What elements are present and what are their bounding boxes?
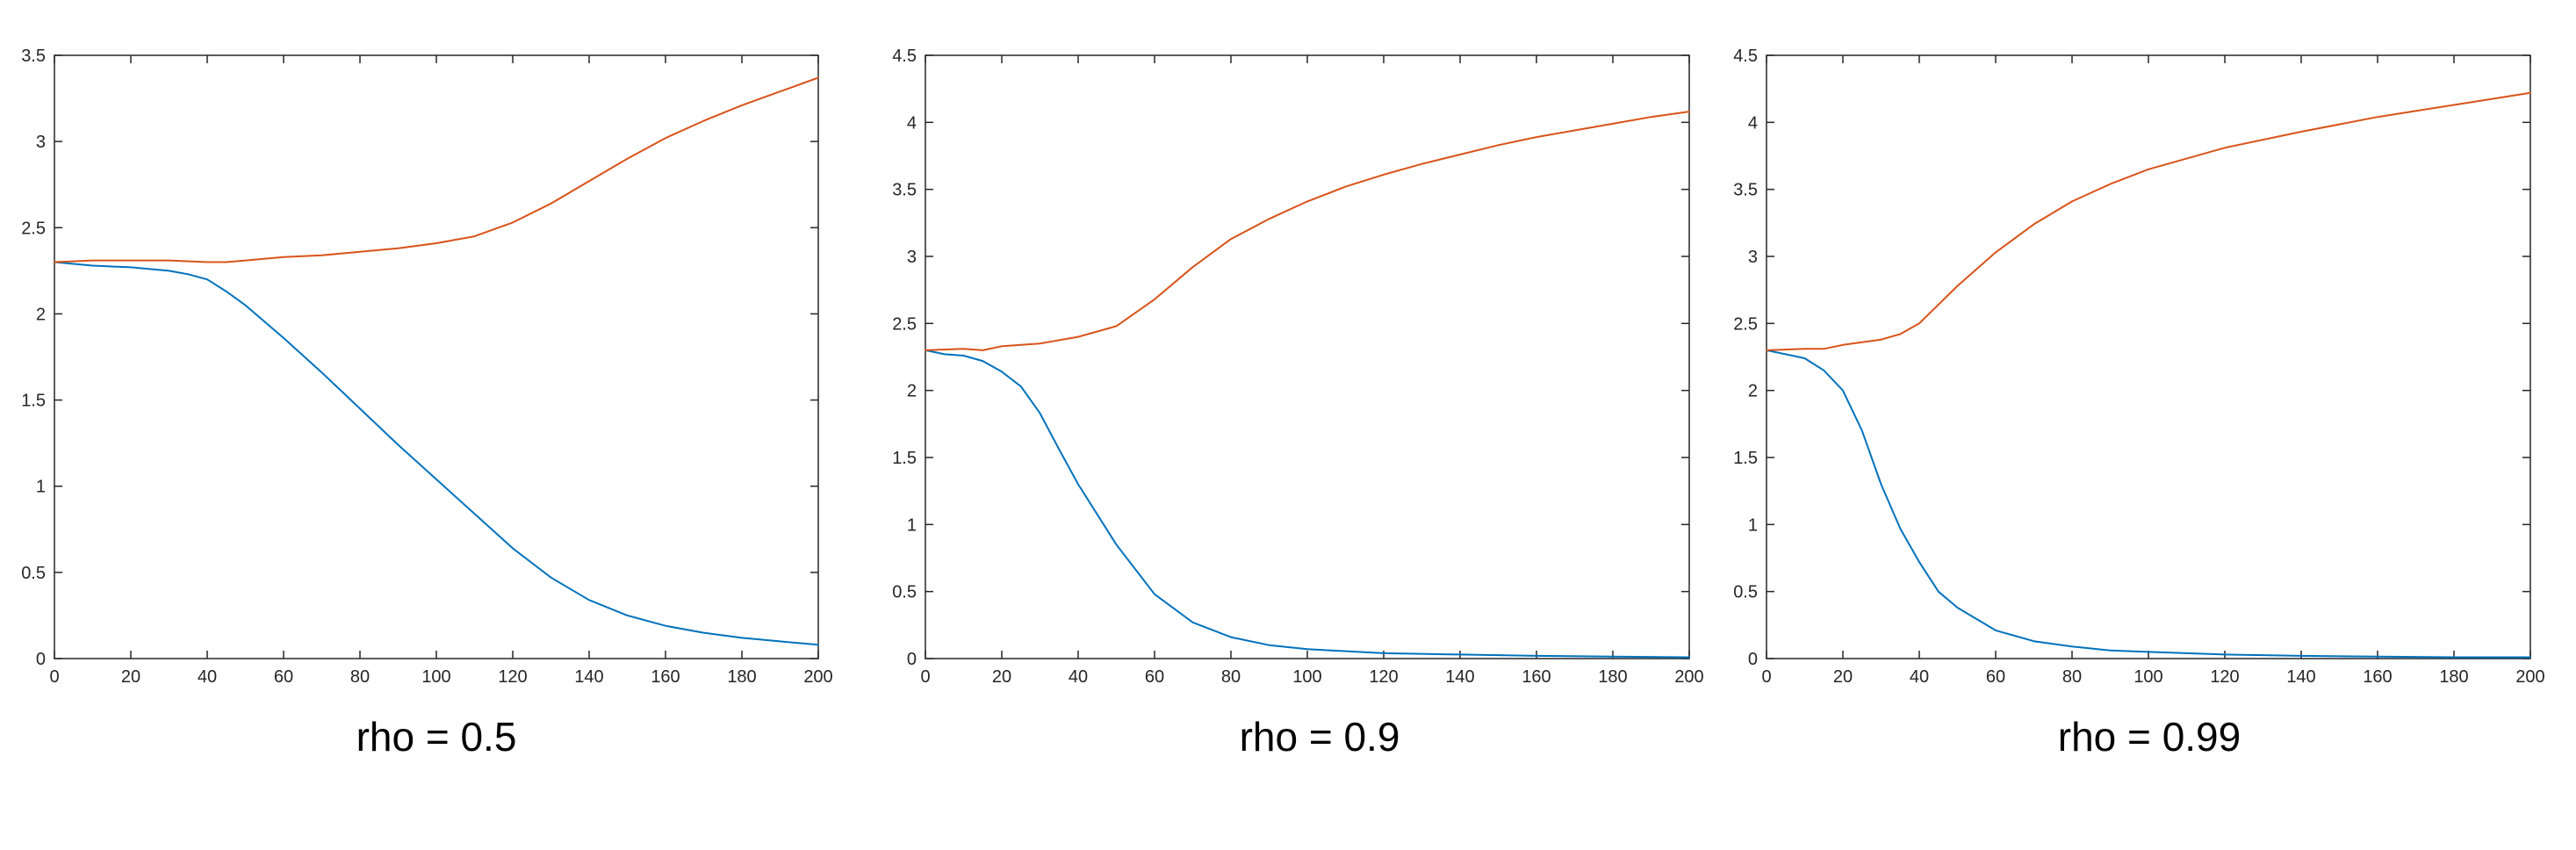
x-tick-label: 0	[920, 667, 930, 687]
y-tick-label: 3.5	[1733, 181, 1758, 200]
series-line-1	[925, 349, 1690, 659]
y-tick-label: 3.5	[21, 47, 46, 66]
y-tick-label: 2	[907, 382, 917, 401]
y-tick-label: 3	[907, 248, 917, 267]
y-tick-label: 0.5	[892, 583, 917, 602]
series-line-2	[925, 111, 1690, 351]
x-tick-label: 200	[803, 667, 832, 687]
y-tick-label: 1	[907, 515, 917, 535]
x-tick-label: 80	[350, 667, 370, 687]
series-line-2	[54, 76, 819, 263]
y-tick-label: 4.5	[892, 47, 917, 66]
y-tick-label: 2.5	[892, 314, 917, 334]
x-tick-label: 0	[1761, 667, 1771, 687]
x-tick-label: 160	[1522, 667, 1551, 687]
y-tick-label: 2	[1748, 382, 1758, 401]
x-tick-label: 60	[1986, 667, 2005, 687]
chart-caption: rho = 0.99	[2058, 714, 2241, 760]
y-tick-label: 2.5	[1733, 314, 1758, 334]
x-tick-label: 160	[2363, 667, 2392, 687]
x-tick-label: 0	[49, 667, 59, 687]
y-tick-label: 4	[1748, 113, 1758, 133]
x-tick-label: 60	[274, 667, 293, 687]
chart-panel-1: 0 20 40 60 80 100 120 140 160 180 200 0 0.5 1 1.5 2 2.5 3…	[21, 47, 833, 760]
x-tick-label: 20	[121, 667, 140, 687]
chart-caption: rho = 0.5	[356, 714, 517, 760]
x-tick-label: 200	[2515, 667, 2544, 687]
x-tick-label: 180	[2439, 667, 2468, 687]
y-tick-label: 1	[36, 478, 46, 497]
y-tick-label: 4.5	[1733, 47, 1758, 66]
y-tick-label: 1	[1748, 515, 1758, 535]
x-tick-label: 40	[1069, 667, 1088, 687]
x-tick-label: 40	[198, 667, 217, 687]
x-tick-label: 80	[1221, 667, 1241, 687]
x-tick-label: 120	[498, 667, 527, 687]
x-tick-label: 180	[727, 667, 756, 687]
y-tick-label: 1.5	[892, 449, 917, 468]
x-tick-label: 100	[2133, 667, 2162, 687]
x-tick-label: 20	[992, 667, 1011, 687]
y-tick-label: 1.5	[21, 392, 46, 411]
y-tick-label: 4	[907, 113, 917, 133]
x-tick-label: 60	[1145, 667, 1164, 687]
chart-panel-3: 0 20 40 60 80 100 120 140 160 180 200 0 0.5 1 1.5 2 2.5 3…	[1733, 47, 2545, 760]
plot-area-frame	[54, 54, 819, 659]
x-tick-label: 140	[574, 667, 603, 687]
chart-panel-2: 0 20 40 60 80 100 120 140 160 180 200 0 0.5 1 1.5 2 2.5 3…	[892, 47, 1704, 760]
x-tick-label: 80	[2062, 667, 2082, 687]
x-tick-label: 120	[2210, 667, 2239, 687]
plot-area-frame	[1766, 54, 2531, 659]
series-line-1	[1766, 349, 2531, 659]
y-tick-label: 1.5	[1733, 449, 1758, 468]
x-tick-label: 20	[1833, 667, 1853, 687]
y-tick-label: 3	[1748, 248, 1758, 267]
y-tick-label: 0.5	[1733, 583, 1758, 602]
x-tick-label: 160	[651, 667, 680, 687]
series-line-2	[1766, 91, 2531, 351]
y-tick-label: 3	[36, 133, 46, 152]
x-tick-label: 40	[1910, 667, 1929, 687]
x-tick-label: 120	[1369, 667, 1398, 687]
x-tick-label: 100	[421, 667, 450, 687]
x-tick-label: 140	[2286, 667, 2315, 687]
x-tick-label: 100	[1292, 667, 1321, 687]
y-tick-label: 2	[36, 305, 46, 324]
y-tick-label: 2.5	[21, 219, 46, 238]
y-tick-label: 0	[1748, 650, 1758, 669]
y-tick-label: 0.5	[21, 564, 46, 583]
chart-caption: rho = 0.9	[1240, 714, 1400, 760]
y-tick-label: 0	[36, 650, 46, 669]
x-tick-label: 200	[1674, 667, 1703, 687]
y-tick-label: 0	[907, 650, 917, 669]
y-tick-label: 3.5	[892, 181, 917, 200]
plot-area-frame	[925, 54, 1690, 659]
x-tick-label: 140	[1445, 667, 1474, 687]
x-tick-label: 180	[1598, 667, 1627, 687]
series-line-1	[54, 261, 819, 646]
